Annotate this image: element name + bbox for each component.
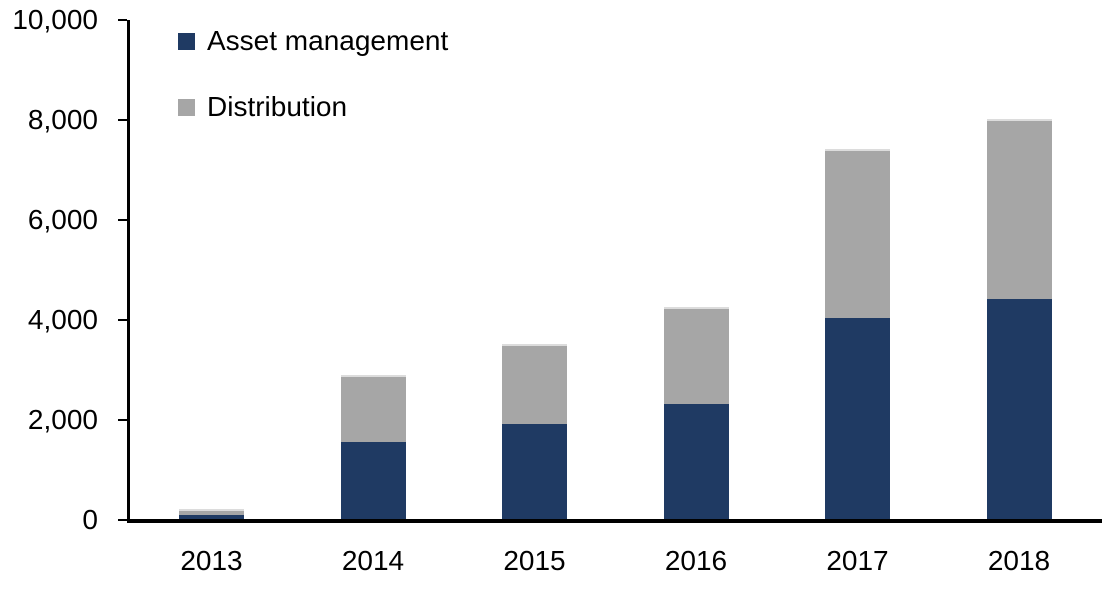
- x-axis-line: [127, 519, 1102, 523]
- bar-segment-asset-management-2013: [179, 514, 244, 519]
- x-tick-label: 2013: [180, 545, 243, 576]
- bar-segment-asset-management-2017: [825, 317, 890, 519]
- y-axis-line: [127, 20, 130, 523]
- y-axis-tick: [118, 119, 127, 121]
- bar-segment-asset-management-2014: [340, 441, 406, 519]
- x-tick-label: 2017: [826, 545, 889, 576]
- y-axis-tick: [118, 319, 127, 321]
- bar-segment-distribution-2013: [179, 509, 244, 515]
- y-tick-label: 8,000: [27, 104, 98, 135]
- legend-item-asset-management: Asset management: [178, 27, 448, 55]
- bar-segment-distribution-2018: [986, 119, 1052, 299]
- y-axis-tick: [118, 219, 127, 221]
- bar-segment-distribution-2017: [825, 149, 890, 318]
- x-tick-label: 2015: [503, 545, 566, 576]
- x-tick-label: 2014: [341, 545, 405, 576]
- y-axis-tick: [118, 19, 127, 21]
- y-tick-label: 2,000: [27, 404, 98, 435]
- bar-segment-asset-management-2018: [986, 299, 1052, 519]
- bar-segment-distribution-2016: [663, 307, 729, 404]
- y-axis-tick: [118, 519, 127, 521]
- x-tick-label: 2018: [987, 545, 1051, 576]
- y-tick-label: 6,000: [27, 204, 98, 235]
- bar-segment-asset-management-2015: [502, 424, 567, 519]
- x-tick-label: 2016: [664, 545, 728, 576]
- legend-swatch-distribution: [178, 98, 195, 116]
- y-axis-tick: [118, 419, 127, 421]
- y-tick-label: 0: [82, 504, 98, 535]
- bar-segment-asset-management-2016: [663, 404, 729, 519]
- y-tick-label: 10,000: [12, 4, 98, 35]
- y-tick-label: 4,000: [27, 304, 98, 335]
- legend-label-asset-management: Asset management: [207, 25, 449, 56]
- bar-segment-distribution-2015: [502, 344, 567, 424]
- legend-label-distribution: Distribution: [207, 91, 348, 122]
- legend-item-distribution: Distribution: [178, 93, 347, 121]
- legend-swatch-asset-management: [178, 32, 195, 50]
- bar-segment-distribution-2014: [340, 375, 406, 442]
